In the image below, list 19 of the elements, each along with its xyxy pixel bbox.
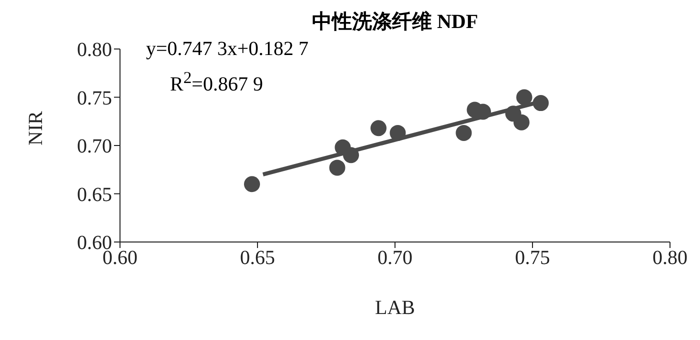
y-tick-label: 0.70	[77, 136, 112, 158]
point	[244, 176, 260, 192]
point	[516, 89, 532, 106]
chart-title: 中性洗涤纤维 NDF	[310, 10, 480, 35]
point	[370, 120, 386, 136]
x-tick-label: 0.80	[652, 247, 688, 270]
annotation: y=0.747 3x+0.182 7	[146, 38, 309, 61]
x-tick-label: 0.70	[378, 247, 412, 270]
y-axis-title: NIR	[25, 110, 48, 146]
y-tick-label: 0.65	[77, 184, 112, 206]
annotation: R$^{2}$=0.867 9	[170, 68, 263, 97]
y-tick-label: 0.75	[77, 87, 112, 110]
y-tick-label: 0.80	[77, 39, 112, 62]
point	[456, 124, 472, 141]
x-tick-label: 0.75	[515, 247, 550, 270]
x-tick-label: 0.65	[240, 247, 275, 270]
x-axis-title: LAB	[375, 297, 415, 319]
point	[329, 160, 346, 176]
point	[514, 114, 530, 130]
